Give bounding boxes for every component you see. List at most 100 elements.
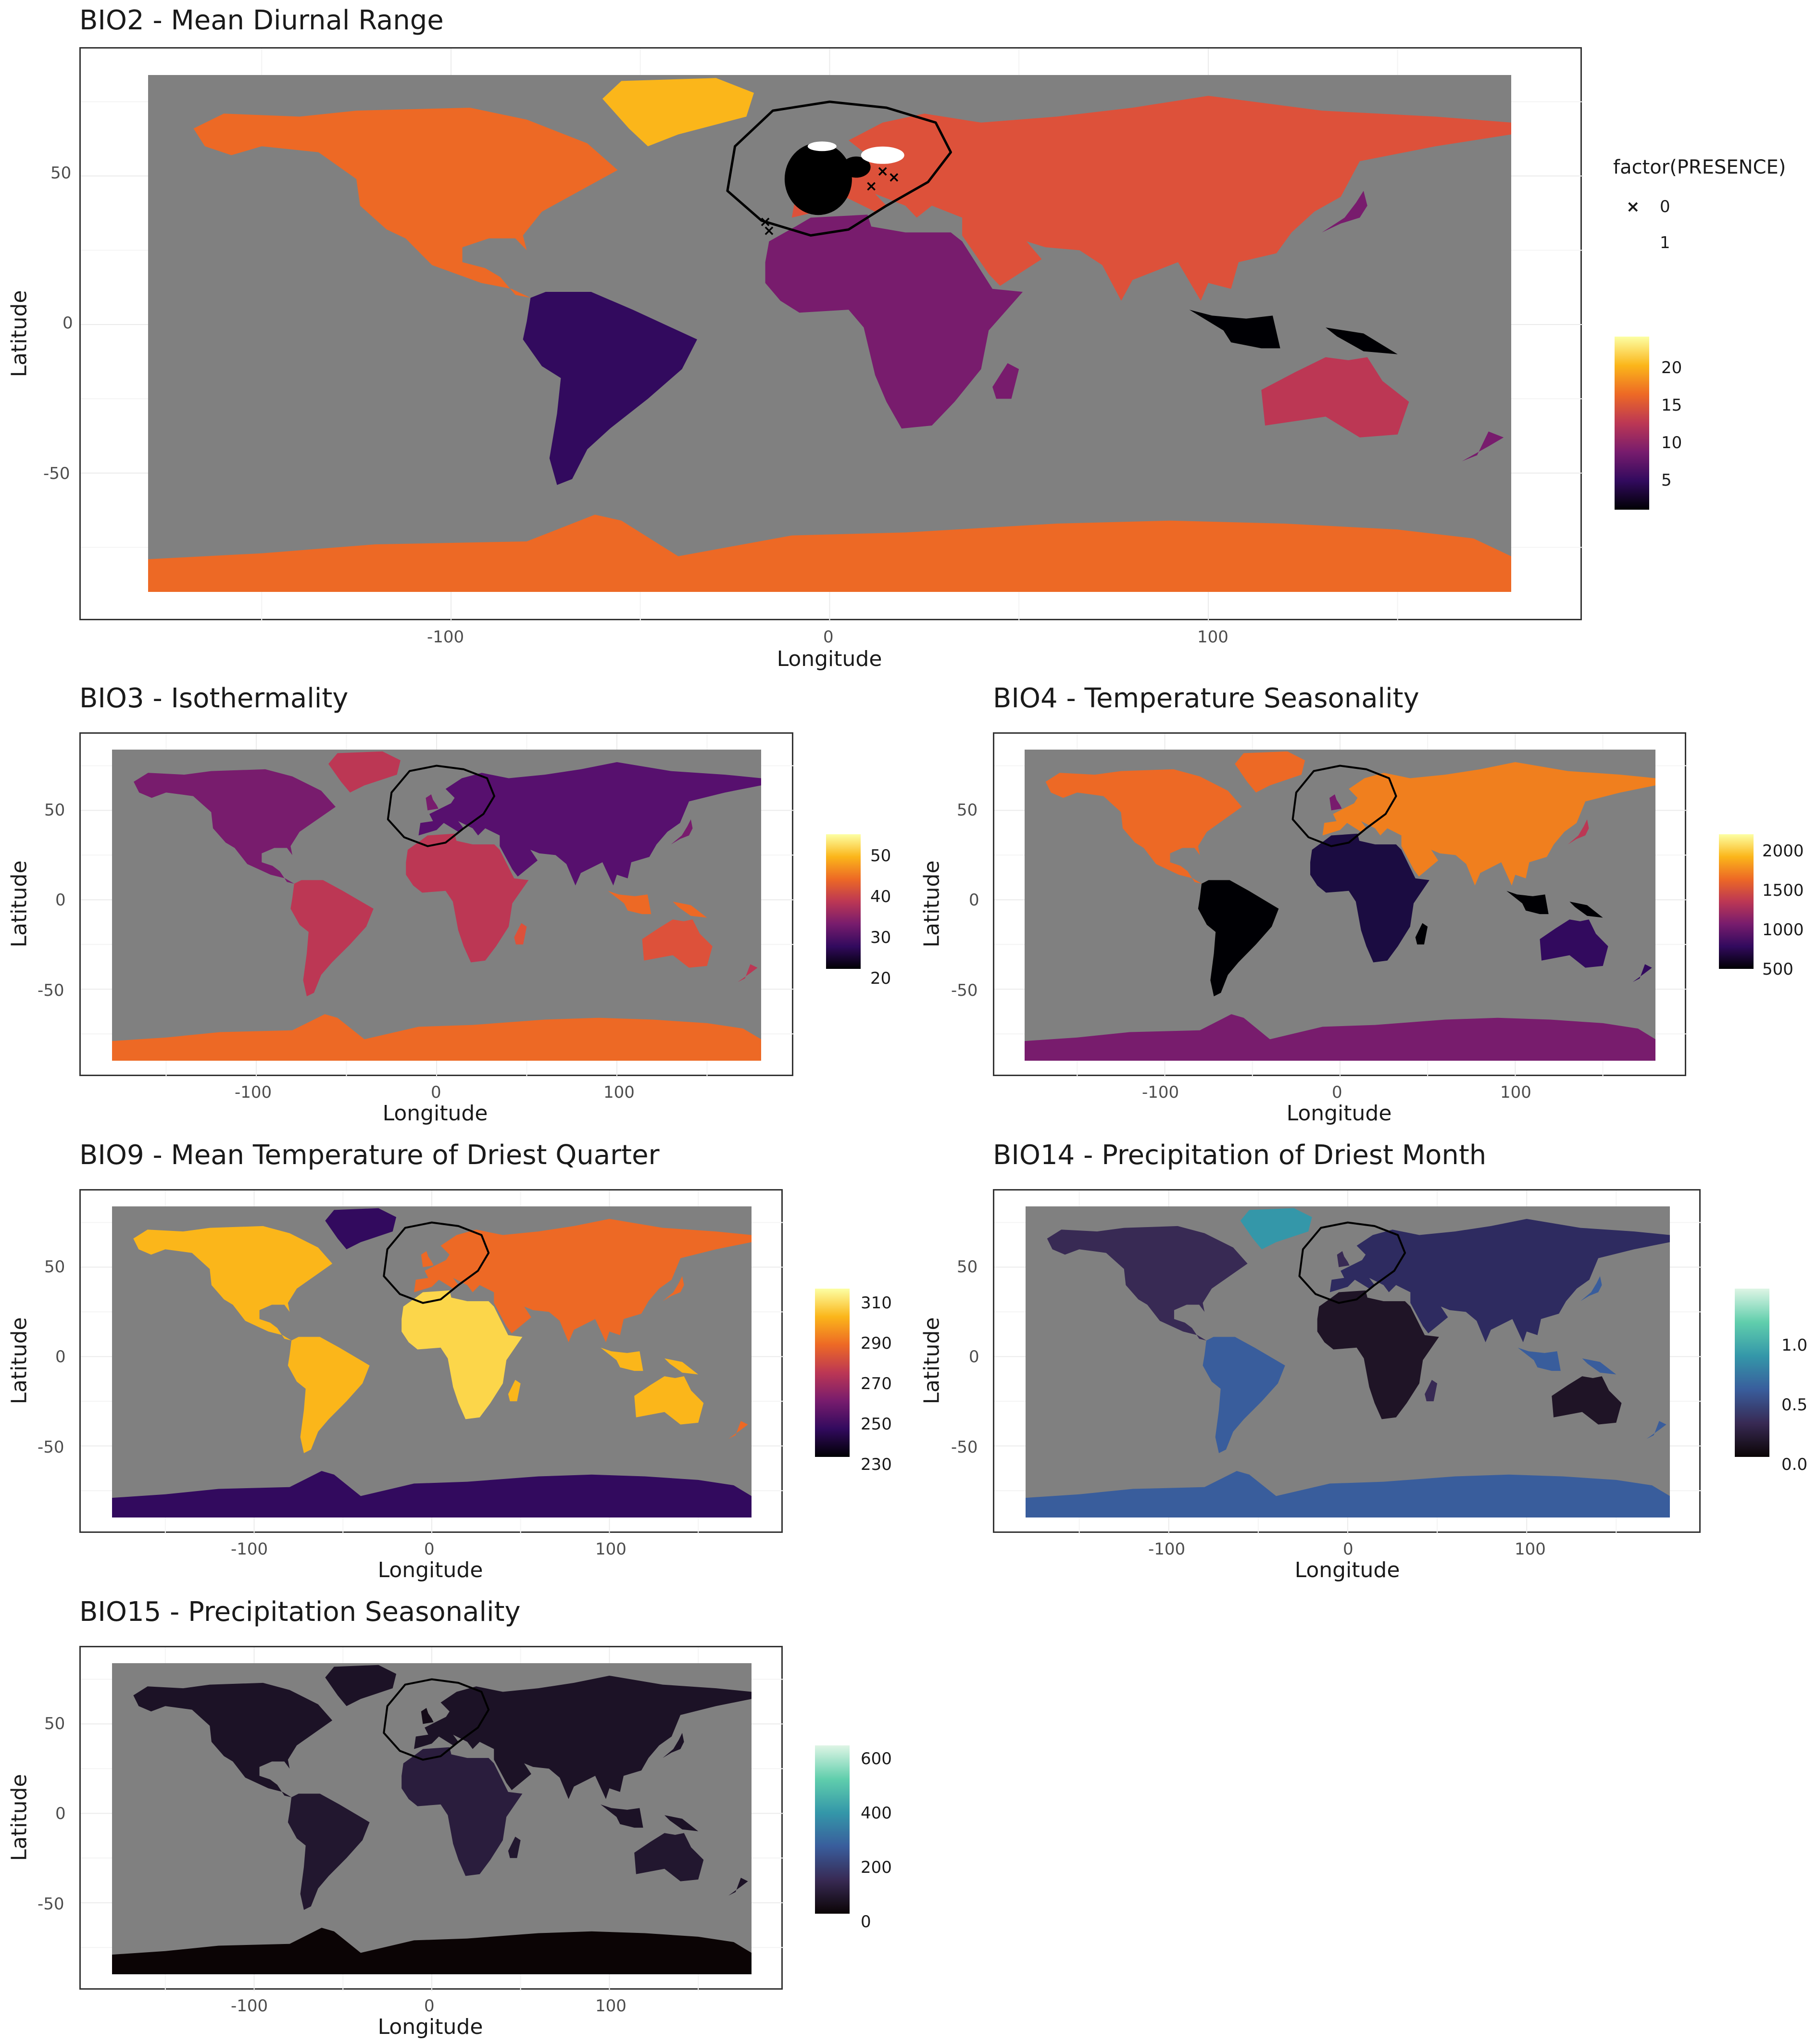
land-africa	[765, 214, 1023, 429]
land-japan	[671, 819, 693, 845]
land-eurasia	[1329, 1219, 1670, 1342]
land-eurasia	[1322, 762, 1655, 886]
absence-point: ×	[759, 213, 771, 230]
y-tick: 0	[55, 1804, 66, 1823]
land-newzealand	[1462, 431, 1504, 462]
y-axis-title: Latitude	[919, 860, 944, 948]
study-area-outline	[1298, 1221, 1406, 1304]
land-africa	[1310, 833, 1429, 963]
land-newzealand	[728, 1878, 748, 1896]
x-tick: 0	[823, 627, 834, 647]
land-namerica	[1045, 769, 1242, 884]
land-africa	[401, 1747, 523, 1876]
world-map	[81, 1191, 784, 1534]
land-namerica	[193, 108, 618, 298]
y-tick: 50	[44, 801, 65, 820]
x-tick: -100	[231, 1996, 268, 2016]
colorbar-tick: 500	[1762, 960, 1793, 979]
legend-label-presence: 1	[1660, 233, 1670, 252]
land-newguinea	[664, 1358, 699, 1375]
x-tick: 100	[1500, 1083, 1531, 1102]
colorbar-tick: 0.5	[1781, 1395, 1808, 1415]
land-indonesia	[601, 1347, 643, 1371]
y-tick: 0	[63, 313, 73, 333]
legend-title: factor(PRESENCE)	[1613, 156, 1786, 178]
plot-frame	[993, 732, 1688, 1078]
y-tick: 0	[55, 1347, 66, 1367]
colorbar-tick: 2000	[1762, 841, 1804, 861]
land-australia	[1540, 919, 1608, 968]
colorbar-tick: 30	[870, 928, 891, 947]
colorbar-tick: 0	[861, 1912, 871, 1931]
colorbar	[1615, 337, 1649, 510]
land-australia	[634, 1833, 704, 1881]
colorbar-tick: 310	[861, 1293, 892, 1313]
y-tick: -50	[43, 464, 70, 483]
x-tick: 0	[424, 1540, 435, 1559]
panel-title: BIO14 - Precipitation of Driest Month	[993, 1140, 1487, 1171]
land-namerica	[1047, 1226, 1248, 1341]
panel-bio2: BIO2 - Mean Diurnal Range × × × × × 50 0 -50…	[0, 0, 1817, 673]
x-tick: 0	[424, 1996, 435, 2016]
land-britain	[421, 1708, 434, 1724]
x-tick: 100	[595, 1996, 627, 2016]
x-axis-title: Longitude	[1294, 1558, 1400, 1582]
land-newzealand	[1646, 1421, 1667, 1439]
y-tick: -50	[38, 981, 64, 1000]
y-tick: -50	[951, 981, 978, 1000]
x-tick: 100	[603, 1083, 635, 1102]
x-tick: -100	[1142, 1083, 1179, 1102]
land-madagascar	[1425, 1379, 1438, 1402]
colorbar-tick: 5	[1661, 471, 1672, 490]
land-antarctica	[1026, 1471, 1670, 1517]
land-japan	[1567, 819, 1589, 845]
colorbar	[826, 834, 861, 969]
study-area-outline	[383, 1221, 490, 1304]
land-greenland	[325, 1665, 397, 1706]
colorbar-tick: 1500	[1762, 881, 1804, 900]
land-greenland	[325, 1208, 397, 1250]
land-eurasia	[414, 1676, 752, 1799]
land-indonesia	[1506, 890, 1549, 915]
land-japan	[1322, 190, 1367, 233]
land-samerica	[290, 880, 374, 997]
colorbar-tick: 0.0	[1781, 1455, 1808, 1474]
land-madagascar	[514, 923, 527, 945]
colorbar	[815, 1745, 850, 1914]
land-africa	[406, 833, 529, 963]
colorbar-tick: 20	[1661, 358, 1682, 377]
land-madagascar	[992, 363, 1019, 399]
y-axis-title: Latitude	[919, 1317, 944, 1404]
panel-bio3: BIO3 - Isothermality 50 0 -50 -100 0 100…	[0, 683, 909, 1140]
x-axis-title: Longitude	[1286, 1101, 1392, 1126]
land-samerica	[1198, 880, 1279, 997]
colorbar	[815, 1289, 850, 1457]
y-tick: -50	[951, 1438, 978, 1457]
x-tick: 100	[595, 1540, 627, 1559]
land-indonesia	[601, 1804, 643, 1828]
study-area-outline	[726, 100, 952, 237]
land-japan	[663, 1276, 684, 1302]
world-map	[81, 1647, 784, 1991]
presence-points-cluster	[807, 141, 837, 151]
panel-bio4: BIO4 - Temperature Seasonality 50 0 -50 …	[909, 683, 1817, 1140]
world-map	[994, 1191, 1702, 1534]
land-samerica	[1203, 1337, 1285, 1454]
panel-bio14: BIO14 - Precipitation of Driest Month 50…	[909, 1140, 1817, 1596]
land-indonesia	[1517, 1347, 1561, 1371]
land-namerica	[133, 1226, 333, 1341]
colorbar-tick: 15	[1661, 396, 1682, 415]
land-antarctica	[112, 1471, 752, 1517]
land-eurasia	[791, 96, 1511, 301]
land-eurasia	[418, 762, 761, 886]
land-newzealand	[738, 964, 758, 982]
y-axis-title: Latitude	[7, 290, 32, 377]
land-newguinea	[1326, 327, 1398, 354]
y-axis-title: Latitude	[7, 860, 32, 948]
x-tick: 100	[1515, 1540, 1546, 1559]
colorbar-tick: 600	[861, 1749, 892, 1768]
land-indonesia	[1189, 310, 1280, 349]
land-antarctica	[112, 1928, 752, 1974]
y-axis-title: Latitude	[7, 1317, 32, 1404]
y-tick: 0	[969, 890, 979, 910]
